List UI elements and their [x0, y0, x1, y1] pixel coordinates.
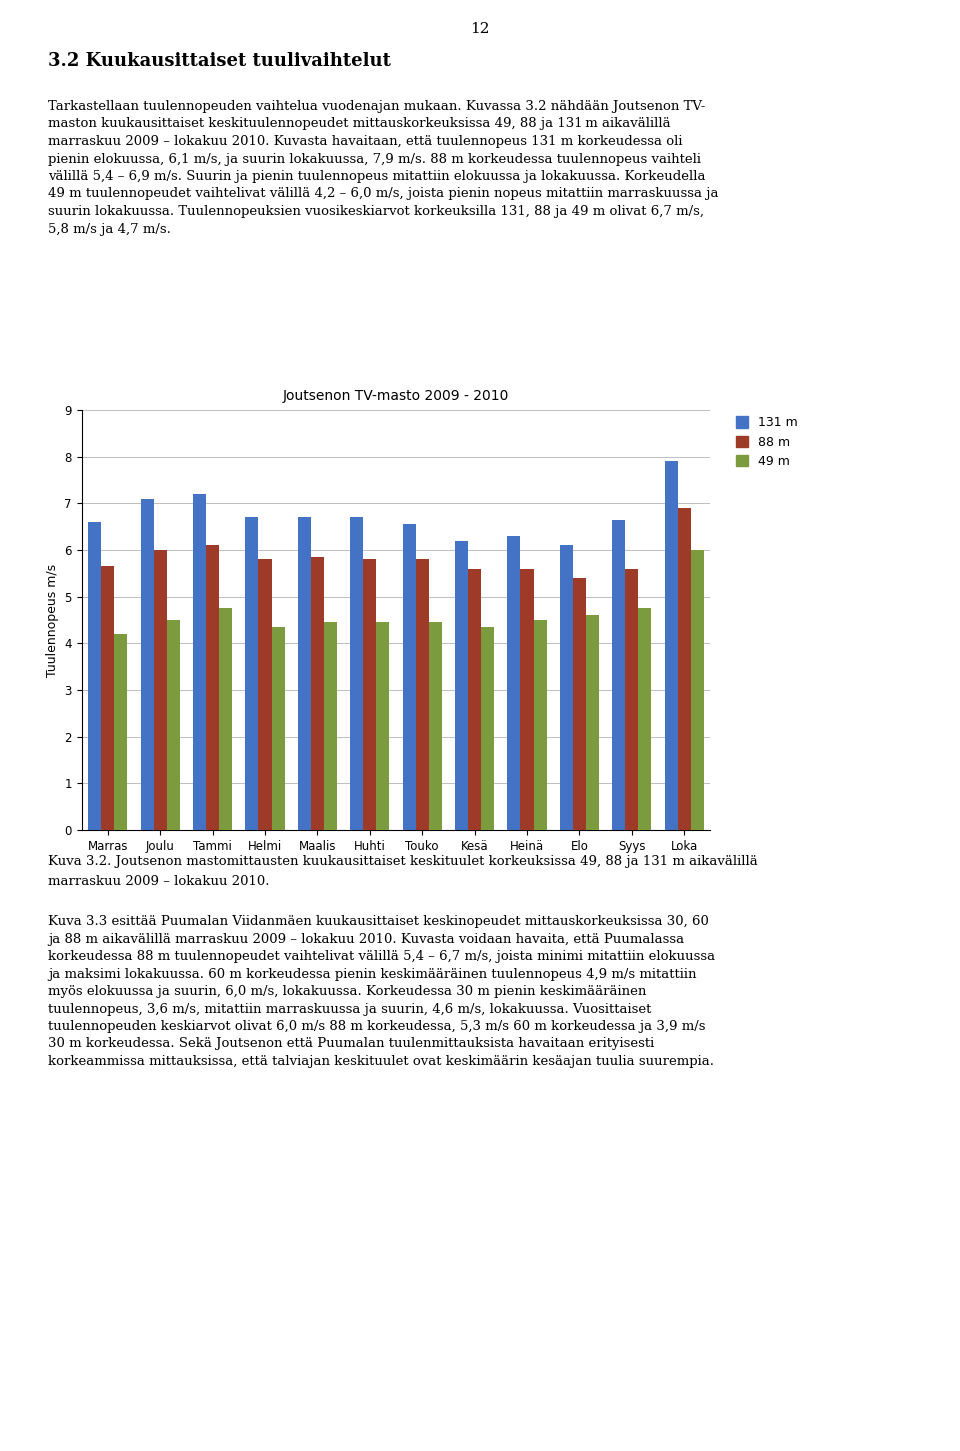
- Y-axis label: Tuulennopeus m/s: Tuulennopeus m/s: [46, 563, 59, 676]
- Bar: [534, 620, 546, 830]
- Bar: [140, 499, 154, 830]
- Bar: [206, 546, 219, 830]
- Bar: [272, 627, 285, 830]
- Bar: [612, 519, 625, 830]
- Bar: [101, 566, 114, 830]
- Bar: [625, 569, 638, 830]
- Bar: [520, 569, 534, 830]
- Bar: [455, 541, 468, 830]
- Bar: [193, 493, 206, 830]
- Bar: [586, 615, 599, 830]
- Bar: [416, 559, 429, 830]
- Bar: [507, 535, 520, 830]
- Bar: [468, 569, 481, 830]
- Bar: [664, 461, 678, 830]
- Bar: [246, 518, 258, 830]
- Bar: [114, 634, 128, 830]
- Bar: [678, 508, 691, 830]
- Bar: [363, 559, 376, 830]
- Bar: [560, 546, 573, 830]
- Bar: [376, 622, 390, 830]
- Bar: [429, 622, 442, 830]
- Bar: [311, 557, 324, 830]
- Text: Tarkastellaan tuulennopeuden vaihtelua vuodenajan mukaan. Kuvassa 3.2 nähdään Jo: Tarkastellaan tuulennopeuden vaihtelua v…: [48, 100, 718, 235]
- Bar: [167, 620, 180, 830]
- Bar: [350, 518, 363, 830]
- Legend: 131 m, 88 m, 49 m: 131 m, 88 m, 49 m: [735, 416, 798, 467]
- Text: Kuva 3.3 esittää Puumalan Viidanmäen kuukausittaiset keskinopeudet mittauskorkeu: Kuva 3.3 esittää Puumalan Viidanmäen kuu…: [48, 916, 715, 1068]
- Text: 12: 12: [470, 22, 490, 36]
- Bar: [298, 518, 311, 830]
- Bar: [691, 550, 704, 830]
- Text: marraskuu 2009 – lokakuu 2010.: marraskuu 2009 – lokakuu 2010.: [48, 875, 270, 888]
- Text: Kuva 3.2. Joutsenon mastomittausten kuukausittaiset keskituulet korkeuksissa 49,: Kuva 3.2. Joutsenon mastomittausten kuuk…: [48, 855, 757, 868]
- Bar: [154, 550, 167, 830]
- Title: Joutsenon TV-masto 2009 - 2010: Joutsenon TV-masto 2009 - 2010: [283, 389, 509, 403]
- Text: 3.2 Kuukausittaiset tuulivaihtelut: 3.2 Kuukausittaiset tuulivaihtelut: [48, 52, 391, 70]
- Bar: [324, 622, 337, 830]
- Bar: [219, 608, 232, 830]
- Bar: [573, 577, 586, 830]
- Bar: [638, 608, 652, 830]
- Bar: [88, 522, 101, 830]
- Bar: [258, 559, 272, 830]
- Bar: [402, 524, 416, 830]
- Bar: [481, 627, 494, 830]
